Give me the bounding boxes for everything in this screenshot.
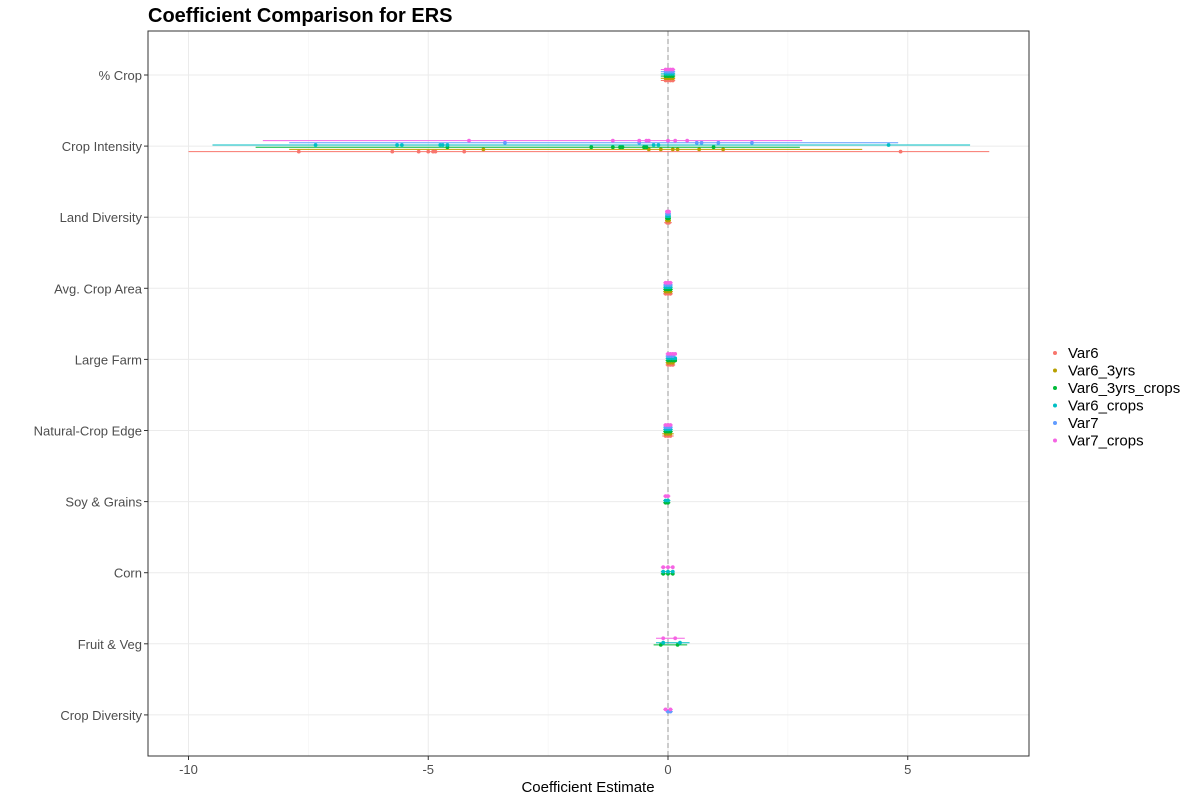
data-point <box>697 147 702 152</box>
data-point <box>399 143 404 147</box>
data-point <box>711 145 716 150</box>
data-point <box>675 147 680 152</box>
y-tick-label: Land Diversity <box>60 210 143 225</box>
data-point <box>440 143 445 147</box>
data-point <box>699 140 704 145</box>
y-tick-label: Soy & Grains <box>65 495 142 510</box>
legend-label: Var7 <box>1068 415 1099 432</box>
legend-label: Var6_3yrs_crops <box>1068 380 1180 397</box>
data-point <box>678 640 682 645</box>
data-point <box>661 640 666 645</box>
y-tick-label: Crop Diversity <box>60 708 142 723</box>
y-tick-label: Corn <box>114 566 142 581</box>
data-point <box>661 636 666 641</box>
data-point <box>670 147 675 152</box>
data-point <box>716 140 721 145</box>
data-point <box>661 565 666 570</box>
data-point <box>445 143 450 147</box>
data-point <box>610 138 615 143</box>
data-point <box>395 143 399 147</box>
data-point <box>296 149 301 154</box>
x-tick-label: -5 <box>422 762 434 777</box>
data-point <box>416 149 421 154</box>
data-point <box>666 565 670 570</box>
y-tick-label: Fruit & Veg <box>78 637 142 652</box>
data-point <box>658 147 663 152</box>
data-point <box>646 138 651 143</box>
data-point <box>668 423 673 427</box>
data-point <box>685 138 690 143</box>
data-point <box>661 569 666 574</box>
data-point <box>668 280 673 285</box>
data-series <box>188 67 990 714</box>
data-point <box>668 707 673 712</box>
data-point <box>610 145 615 150</box>
series-Var7_crops <box>262 67 803 712</box>
data-point <box>750 140 754 145</box>
y-tick-label: Natural-Crop Edge <box>34 424 142 439</box>
data-point <box>721 147 726 152</box>
x-tick-label: 5 <box>904 762 911 777</box>
legend: Var6Var6_3yrsVar6_3yrs_cropsVar6_cropsVa… <box>1053 345 1180 450</box>
data-point <box>666 138 670 143</box>
data-point <box>663 707 668 712</box>
x-axis-tick-labels: -10 -5 0 5 <box>179 756 911 777</box>
legend-label: Var6_crops <box>1068 398 1144 415</box>
data-point <box>390 149 395 154</box>
data-point <box>667 209 671 214</box>
data-point <box>658 643 663 647</box>
y-axis-tick-labels: % Crop Crop Intensity Land Diversity Avg. C… <box>34 68 148 723</box>
data-point <box>675 643 680 647</box>
legend-label: Var6 <box>1068 345 1099 362</box>
data-point <box>644 145 649 150</box>
data-point <box>503 140 507 145</box>
y-tick-label: % Crop <box>99 68 142 83</box>
data-point <box>426 149 431 154</box>
legend-key <box>1053 368 1057 373</box>
y-tick-label: Large Farm <box>75 352 142 367</box>
data-point <box>670 569 675 574</box>
data-point <box>898 149 903 154</box>
data-point <box>666 494 670 498</box>
legend-key <box>1053 386 1057 390</box>
data-point <box>670 565 675 570</box>
y-tick-label: Avg. Crop Area <box>54 281 143 296</box>
data-point <box>646 147 651 152</box>
data-point <box>673 356 678 361</box>
data-point <box>313 143 318 147</box>
data-point <box>670 67 675 72</box>
legend-key <box>1053 403 1057 408</box>
chart-title: Coefficient Comparison for ERS <box>148 5 452 27</box>
data-point <box>589 145 594 150</box>
data-point <box>673 352 678 356</box>
plot-panel-border <box>147 30 1030 757</box>
x-tick-label: 0 <box>664 762 671 777</box>
data-point <box>433 149 438 154</box>
data-point <box>694 140 699 145</box>
legend-key <box>1053 421 1057 425</box>
data-point <box>666 569 670 574</box>
data-point <box>673 636 678 641</box>
data-point <box>651 143 656 147</box>
legend-key <box>1053 438 1057 443</box>
data-point <box>666 498 670 503</box>
data-point <box>467 138 471 143</box>
data-point <box>481 147 486 152</box>
x-tick-label: -10 <box>179 762 198 777</box>
legend-label: Var7_crops <box>1068 433 1144 450</box>
legend-key <box>1053 351 1057 355</box>
data-point <box>637 138 642 143</box>
data-point <box>656 143 661 147</box>
y-tick-label: Crop Intensity <box>62 139 143 154</box>
data-point <box>462 149 467 154</box>
legend-label: Var6_3yrs <box>1068 363 1135 380</box>
data-point <box>886 143 891 147</box>
data-point <box>673 138 678 143</box>
data-point <box>620 145 625 150</box>
x-axis-title: Coefficient Estimate <box>521 779 654 796</box>
